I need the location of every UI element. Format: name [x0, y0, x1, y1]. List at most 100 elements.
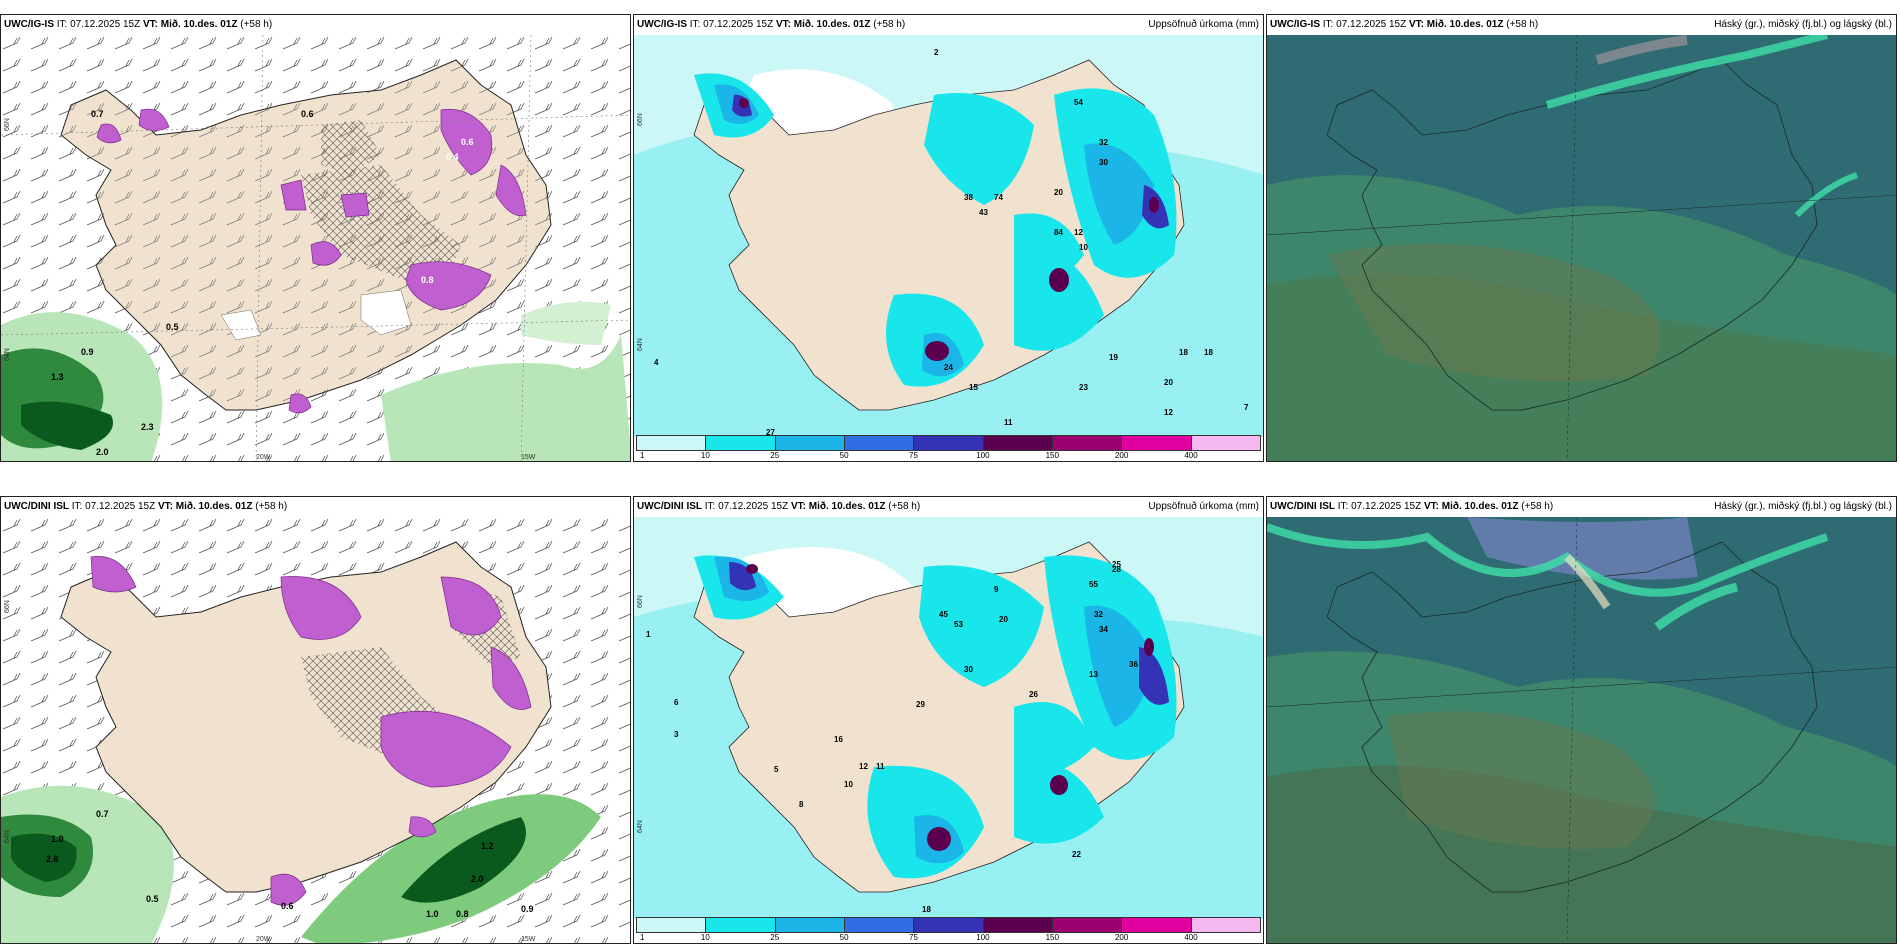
init-time: IT: 07.12.2025 15Z: [71, 501, 156, 512]
colorbar-swatch: [637, 436, 707, 450]
panel-header: UWC/DINI ISL IT: 07.12.2025 15Z VT: Mið.…: [1267, 497, 1896, 517]
snow-label: 0.7: [96, 809, 109, 819]
lon-label: 15W: [521, 454, 536, 461]
precip-label: 74: [994, 193, 1003, 202]
colorbar-swatch: [1122, 918, 1192, 932]
lat-label: 64N: [637, 338, 644, 351]
model-name: UWC/DINI ISL: [637, 501, 702, 512]
panel-snow-bottom: UWC/DINI ISL IT: 07.12.2025 15Z VT: Mið.…: [0, 496, 631, 944]
precip-label: 36: [1129, 660, 1138, 669]
precip-label: 12: [859, 762, 868, 771]
precip-label: 12: [1164, 408, 1173, 417]
snow-label: 0.8: [456, 909, 469, 919]
precip-label: 1: [646, 630, 651, 639]
precip-label: 24: [944, 363, 953, 372]
precip-label: 18: [1179, 348, 1188, 357]
snow-label: 0.6: [301, 109, 314, 119]
cloud-title: Háský (gr.), miðský (fj.bl.) og lágský (…: [1714, 501, 1892, 512]
colorbar-swatch: [844, 918, 915, 932]
colorbar-swatch: [775, 436, 845, 450]
precip-title: Uppsöfnuð úrkoma (mm): [1148, 501, 1259, 512]
precip-label: 18: [922, 905, 931, 914]
precip-label: 32: [1094, 610, 1103, 619]
colorbar-label: 50: [839, 933, 849, 942]
lat-label: 66N: [4, 600, 11, 613]
colorbar-swatch: [914, 436, 984, 450]
precip-label: 9: [994, 585, 999, 594]
precip-label: 55: [1089, 580, 1098, 589]
precip-label: 25: [1112, 560, 1121, 569]
model-name: UWC/IG-IS: [1270, 19, 1320, 30]
lat-label: 66N: [637, 595, 644, 608]
precip-label: 18: [1204, 348, 1213, 357]
snow-map: 0.7 1.0 2.6 0.5 1.2 2.0 1.0 0.8 0.9 0.6 …: [1, 517, 630, 943]
colorbar-label: 50: [839, 451, 849, 460]
precip-label: 20: [999, 615, 1008, 624]
snow-label: 2.3: [141, 422, 154, 432]
panel-header: UWC/IG-IS IT: 07.12.2025 15Z VT: Mið. 10…: [634, 15, 1263, 35]
lead-time: (+58 h): [255, 501, 288, 512]
snow-map: 0.7 0.6 0.9 1.3 2.3 2.0 0.5 0.6 0.4 0.8 …: [1, 35, 630, 461]
colorbar-swatch: [983, 918, 1053, 932]
snow-label: 1.0: [426, 909, 439, 919]
precip-label: 4: [654, 358, 659, 367]
precip-label: 8: [799, 800, 804, 809]
snow-label: 0.9: [81, 347, 94, 357]
precip-label: 5: [774, 765, 779, 774]
precip-label: 16: [834, 735, 843, 744]
colorbar-label: 1: [640, 451, 645, 460]
precip-label: 11: [1004, 418, 1013, 427]
colorbar-swatch: [844, 436, 915, 450]
colorbar-label: 200: [1114, 451, 1129, 460]
precip-label: 28: [1112, 565, 1121, 574]
colorbar-swatch: [1191, 436, 1260, 450]
colorbar-label: 400: [1184, 451, 1198, 460]
precip-label: 7: [1244, 403, 1249, 412]
lat-label: 66N: [637, 113, 644, 126]
snow-label: 2.0: [471, 874, 484, 884]
precip-label: 84: [1054, 228, 1063, 237]
precip-label: 6: [674, 698, 679, 707]
precip-label: 32: [1099, 138, 1108, 147]
snow-label: 0.5: [146, 894, 159, 904]
cloud-title: Háský (gr.), miðský (fj.bl.) og lágský (…: [1714, 19, 1892, 30]
colorbar-label: 75: [909, 933, 918, 942]
lead-time: (+58 h): [240, 19, 273, 30]
precip-label: 30: [964, 665, 973, 674]
panel-snow-top: UWC/IG-IS IT: 07.12.2025 15Z VT: Mið. 10…: [0, 14, 631, 462]
snow-label: 1.0: [51, 834, 64, 844]
model-name: UWC/IG-IS: [4, 19, 54, 30]
snow-label: 0.4: [446, 152, 459, 162]
colorbar-label: 150: [1045, 451, 1059, 460]
lead-time: (+58 h): [1506, 19, 1539, 30]
precip-label: 2: [934, 48, 939, 57]
lat-label: 66N: [4, 118, 11, 131]
model-name: UWC/DINI ISL: [4, 501, 69, 512]
lat-label: 64N: [4, 830, 11, 843]
valid-time: VT: Mið. 10.des. 01Z: [142, 19, 238, 30]
valid-time: VT: Mið. 10.des. 01Z: [790, 501, 886, 512]
lead-time: (+58 h): [873, 19, 906, 30]
panel-clouds-top: UWC/IG-IS IT: 07.12.2025 15Z VT: Mið. 10…: [1266, 14, 1897, 462]
valid-time: VT: Mið. 10.des. 01Z: [775, 19, 871, 30]
precip-label: 34: [1099, 625, 1108, 634]
precip-label: 12: [1074, 228, 1083, 237]
lon-label: 20W: [256, 936, 271, 943]
precip-label: 23: [1079, 383, 1088, 392]
precip-label: 10: [1079, 243, 1088, 252]
precip-label: 54: [1074, 98, 1083, 107]
snow-label: 2.0: [96, 447, 109, 457]
colorbar-swatch: [1122, 436, 1192, 450]
lead-time: (+58 h): [1521, 501, 1554, 512]
panel-header: UWC/IG-IS IT: 07.12.2025 15Z VT: Mið. 10…: [1, 15, 630, 35]
lon-label: 15W: [521, 936, 536, 943]
valid-time: VT: Mið. 10.des. 01Z: [157, 501, 253, 512]
precip-label: 13: [1089, 670, 1098, 679]
init-time: IT: 07.12.2025 15Z: [1337, 501, 1422, 512]
precip-label: 53: [954, 620, 963, 629]
precip-label: 19: [1109, 353, 1118, 362]
snow-label: 2.6: [46, 854, 59, 864]
panel-precip-top: UWC/IG-IS IT: 07.12.2025 15Z VT: Mið. 10…: [633, 14, 1264, 462]
colorbar: 1 10 25 50 75 100 150 200 400: [636, 917, 1261, 942]
colorbar-label: 150: [1045, 933, 1059, 942]
